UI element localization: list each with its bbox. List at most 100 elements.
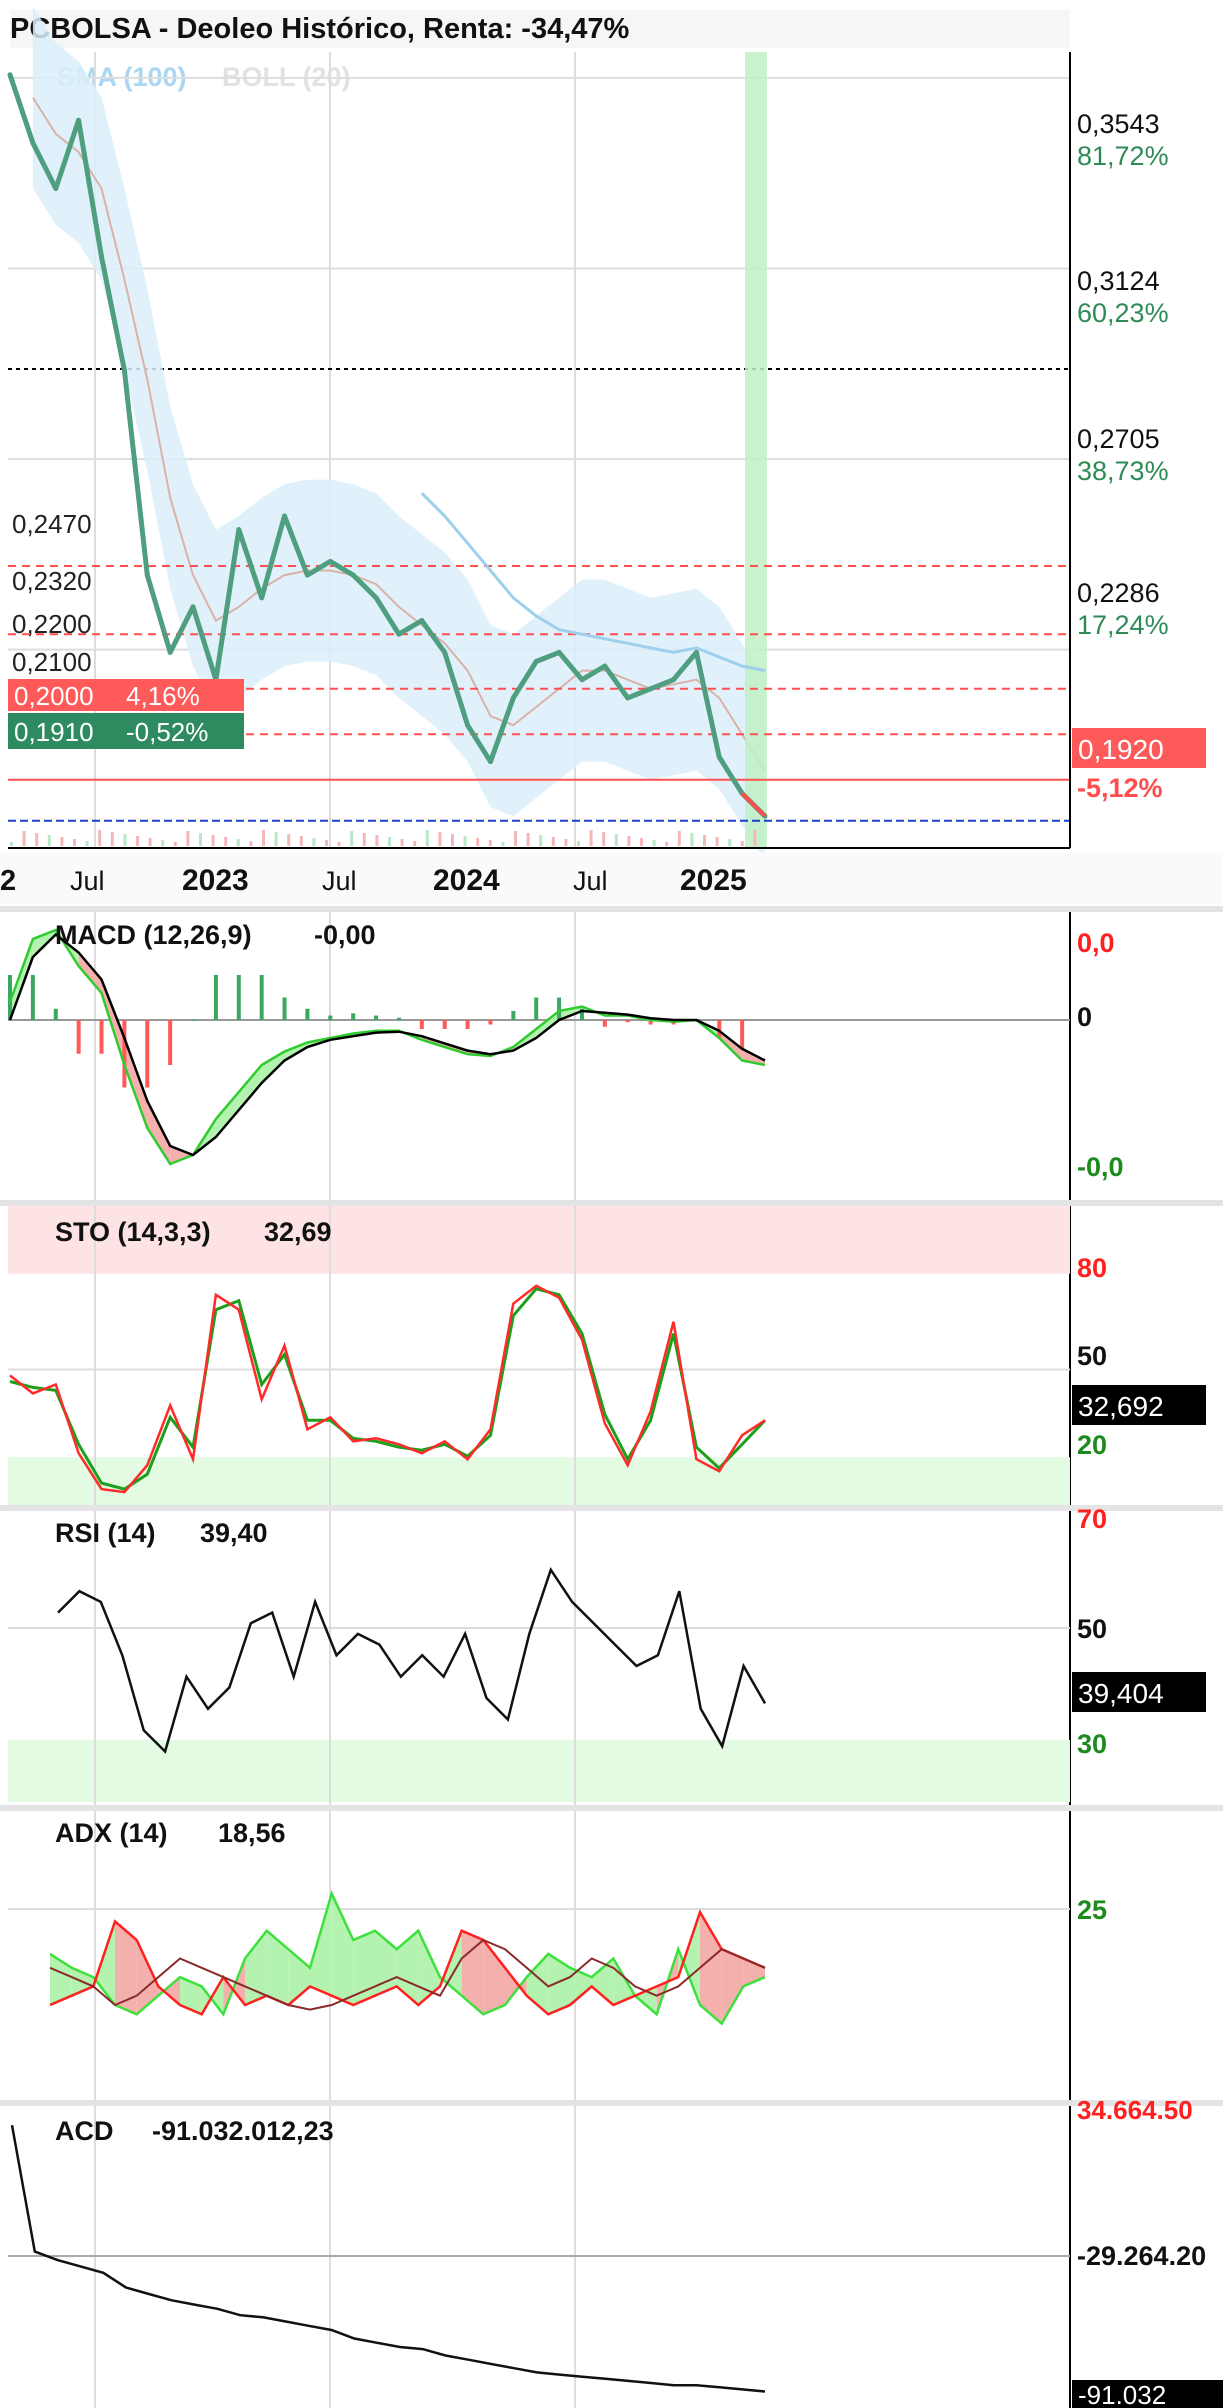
price-point-11: [259, 595, 265, 601]
x-axis-strip: [0, 852, 1223, 904]
x-label-3: Jul: [322, 866, 357, 896]
volume-bar-37: [476, 838, 480, 846]
tag-green-price: 0,1910: [14, 717, 94, 747]
volume-bar-15: [199, 833, 202, 846]
macd-hist-19: [442, 1020, 447, 1029]
macd-hist-1: [30, 975, 35, 1020]
price-line: [7, 73, 767, 818]
price-point-26: [602, 663, 608, 669]
volume-bar-7: [98, 830, 102, 846]
volume-bar-51: [652, 840, 656, 846]
volume-bar-47: [602, 832, 606, 846]
adx-plus-di-line: [49, 1889, 766, 2026]
volume-bar-49: [627, 836, 631, 846]
adx-fill-13: [331, 1893, 354, 2005]
bollinger-mid-line: [32, 96, 766, 772]
adx-label: ADX (14): [55, 1818, 168, 1848]
macd-fill-3: [78, 952, 102, 993]
price-point-22: [510, 695, 516, 701]
volume-bar-52: [665, 842, 669, 846]
macd-hist-20: [465, 1020, 470, 1029]
volume-bar-34: [438, 832, 442, 846]
volume-bar-48: [614, 834, 618, 846]
adx-fill-14: [353, 1930, 375, 2005]
price-point-6: [144, 572, 150, 578]
adx-fill-23: [548, 1953, 570, 2015]
acd-tag: -91.032: [1078, 2380, 1166, 2408]
acd-label: ACD: [55, 2116, 114, 2146]
price-point-1: [30, 140, 36, 146]
macd-hist-0: [8, 975, 12, 1020]
last-pct: -5,12%: [1077, 773, 1163, 803]
macd-signal-line: [8, 932, 766, 1157]
price-point-13: [304, 572, 310, 578]
volume-bar-35: [451, 834, 454, 846]
adx-fill-6: [180, 1977, 202, 2015]
volume-bar-11: [148, 838, 152, 846]
tag-green-box: [8, 713, 244, 749]
macd-hist-10: [236, 975, 241, 1020]
axis-price-4: 0,2286: [1077, 578, 1160, 608]
rsi-line: [57, 1566, 767, 1754]
axis-price-3: 0,2705: [1077, 424, 1160, 454]
x-label-0: 2: [0, 865, 16, 897]
rsi-tag-box: [1072, 1672, 1206, 1712]
volume-bar-4: [60, 837, 64, 846]
rsi-axis-70: 70: [1077, 1504, 1107, 1534]
macd-hist-13: [305, 1008, 310, 1020]
macd-hist-14: [328, 1015, 333, 1020]
volume-bars: [10, 830, 757, 846]
volume-bar-18: [236, 839, 240, 846]
sto-oversold-zone: [8, 1457, 1070, 1505]
price-axis-labels: 0,3543 81,72% 0,3124 60,23% 0,2705 38,73…: [1072, 109, 1206, 803]
price-point-19: [442, 649, 448, 655]
volume-bar-44: [564, 839, 568, 846]
sto-overbought-zone: [8, 1206, 1070, 1274]
volume-bar-23: [299, 836, 303, 846]
macd-value: -0,00: [314, 920, 376, 950]
macd-hist-9: [213, 975, 218, 1020]
price-point-28: [648, 686, 654, 692]
sto-tag: 32,692: [1078, 1391, 1164, 1422]
macd-hist-16: [374, 1015, 379, 1020]
price-point-31: [716, 754, 722, 760]
volume-bar-43: [551, 837, 555, 846]
volume-bar-28: [362, 833, 366, 846]
volume-bar-30: [388, 837, 391, 846]
volume-bar-0: [10, 842, 13, 846]
sto-axis-50: 50: [1077, 1341, 1107, 1371]
volume-bar-45: [577, 841, 580, 846]
price-point-3: [76, 117, 82, 123]
x-label-6: 2025: [680, 864, 747, 897]
axis-price-2: 0,3124: [1077, 266, 1160, 296]
adx-fill-3: [115, 1921, 137, 2015]
macd-hist-22: [511, 1011, 516, 1020]
title-bar: [10, 10, 1070, 48]
adx-fill-4: [136, 1940, 159, 2015]
adx-fill-25: [591, 1958, 614, 2005]
macd-hist-11: [259, 975, 264, 1020]
adx-fill-8: [223, 1958, 245, 2015]
sto-value: 32,69: [264, 1217, 332, 1247]
sto-tag-box: [1072, 1385, 1206, 1425]
sto-axis-80: 80: [1077, 1253, 1107, 1283]
macd-hist-23: [534, 997, 539, 1020]
volume-bar-22: [287, 834, 291, 846]
macd-hist-24: [557, 997, 562, 1020]
acd-tag-box: [1072, 2380, 1223, 2408]
price-point-17: [396, 631, 402, 637]
adx-fill-9: [245, 1930, 267, 2005]
macd-fill-7: [170, 1146, 193, 1164]
bollinger-band-area: [32, 6, 765, 862]
axis-pct-1: 81,72%: [1077, 141, 1169, 171]
volume-bar-6: [85, 841, 89, 846]
acd-axis-top: 34.664.50: [1077, 2095, 1193, 2125]
macd-fill-11: [261, 1051, 285, 1083]
adx-fill-16: [396, 1930, 419, 2005]
macd-hist-12: [282, 997, 287, 1020]
macd-hist-4: [99, 1020, 104, 1054]
volume-bar-31: [400, 839, 404, 846]
adx-fill-0: [50, 1953, 72, 2005]
macd-hist-2: [53, 1008, 58, 1020]
price-point-4: [99, 254, 105, 260]
